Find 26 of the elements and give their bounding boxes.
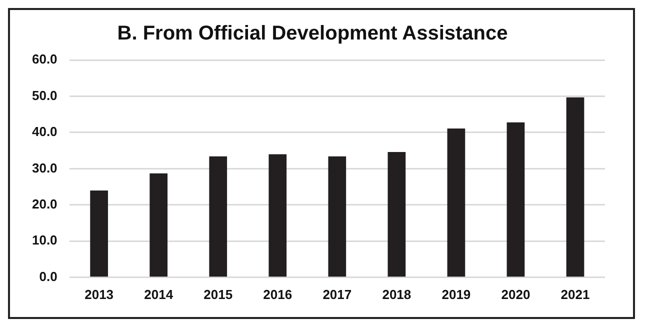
x-tick-label: 2016: [263, 286, 292, 302]
chart-title: B. From Official Development Assistance: [117, 22, 508, 45]
x-tick-label: 2018: [382, 286, 412, 302]
bar: [90, 190, 108, 277]
x-tick-label: 2013: [84, 286, 114, 302]
bar: [388, 152, 406, 277]
x-tick-label: 2020: [501, 286, 530, 302]
x-tick-label: 2021: [560, 286, 590, 302]
bar: [150, 173, 168, 277]
y-tick-label: 60.0: [32, 52, 58, 67]
bar: [506, 122, 525, 277]
x-tick-label: 2017: [322, 286, 352, 302]
x-tick-label: 2019: [442, 286, 471, 302]
x-tick-label: 2015: [204, 286, 233, 302]
y-tick-label: 40.0: [32, 124, 58, 140]
x-tick-label: 2014: [144, 286, 174, 302]
bar: [209, 156, 228, 277]
y-tick-label: 20.0: [32, 196, 58, 212]
y-tick-label: 0.0: [39, 268, 58, 284]
bar: [268, 154, 287, 277]
bar: [566, 97, 584, 277]
y-tick-label: 50.0: [32, 88, 58, 103]
bar: [328, 156, 346, 277]
y-tick-label: 30.0: [32, 160, 58, 176]
y-tick-label: 10.0: [32, 232, 58, 248]
bar: [447, 128, 466, 277]
